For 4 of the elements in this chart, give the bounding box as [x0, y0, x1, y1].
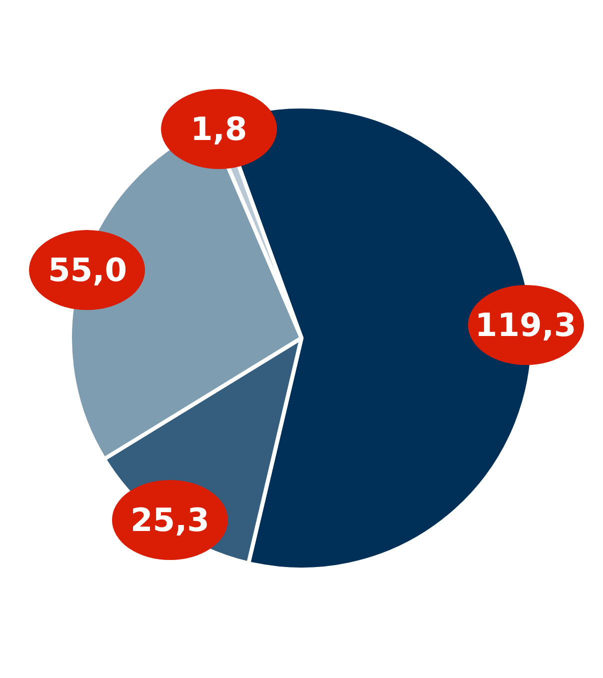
data-label: 1,8 — [190, 110, 248, 148]
data-label: 55,0 — [48, 251, 127, 289]
data-label: 25,3 — [130, 500, 210, 539]
data-label: 119,3 — [475, 306, 576, 344]
